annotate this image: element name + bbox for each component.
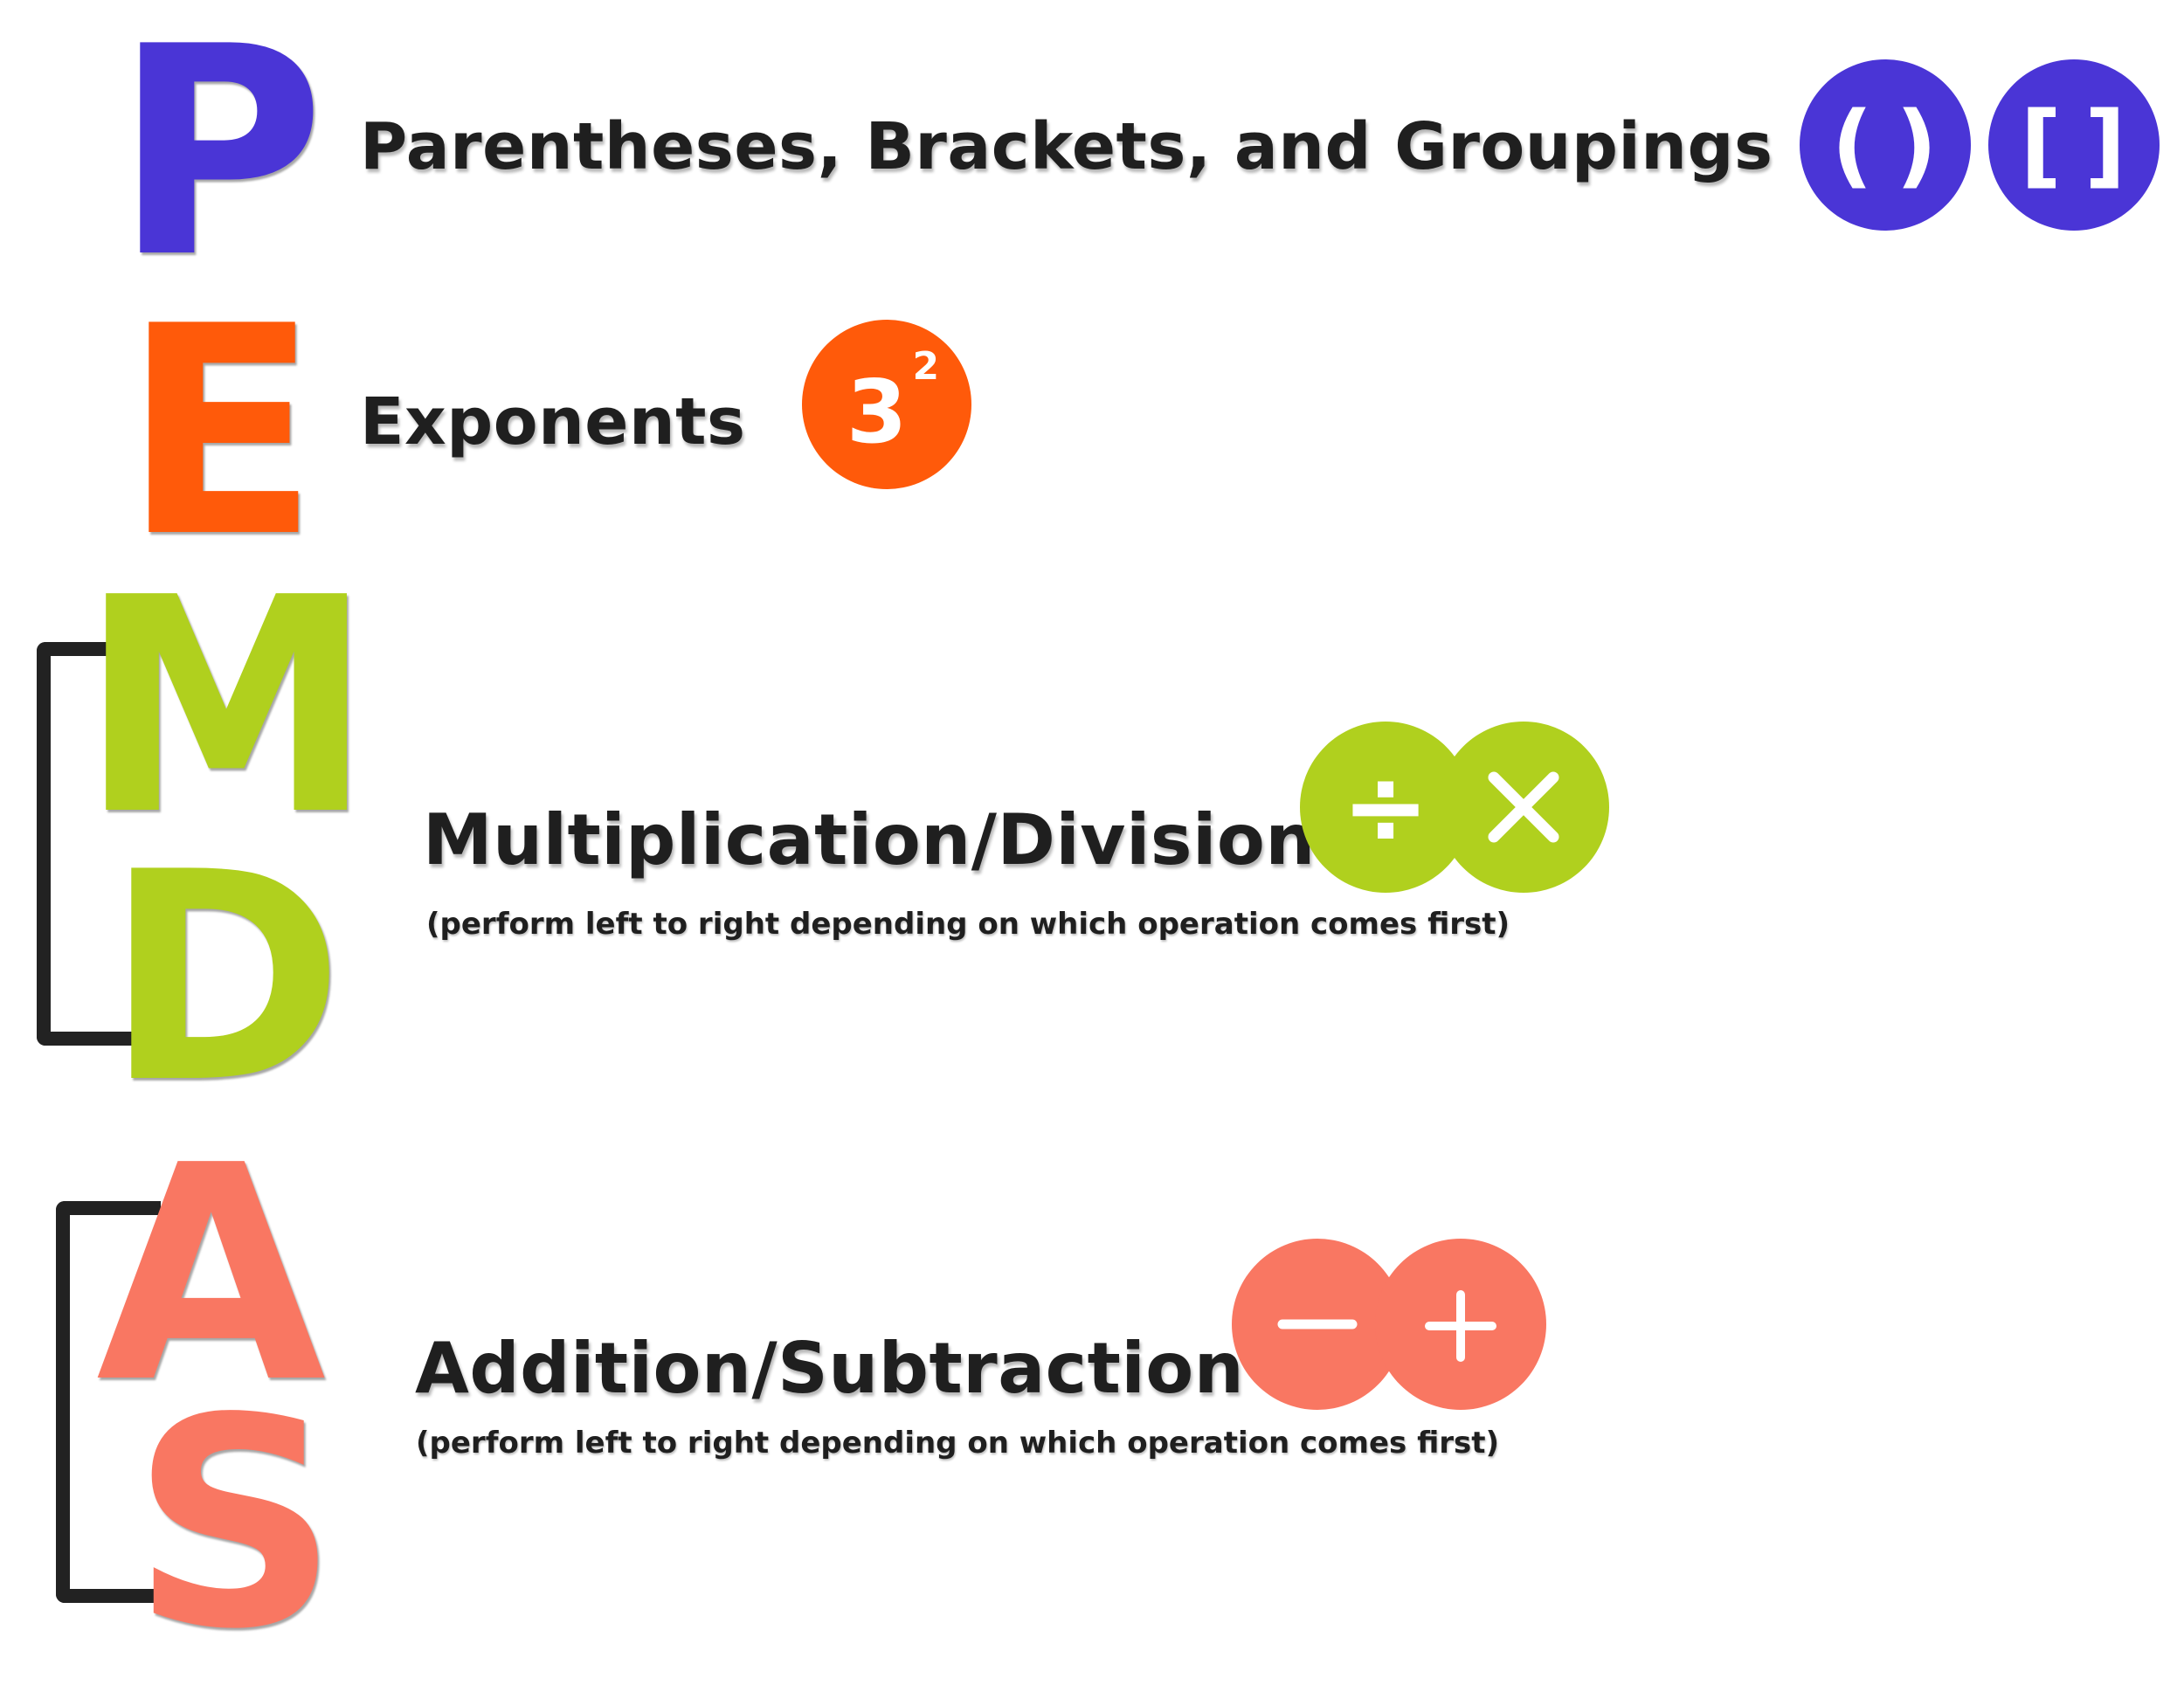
multiply-glyph <box>1488 771 1559 843</box>
multiply-icon <box>1438 722 1609 893</box>
letter-s: S <box>131 1357 339 1692</box>
md-group-bracket <box>37 642 133 1046</box>
divide-icon: ÷ <box>1300 722 1471 893</box>
letter-m: M <box>79 535 375 881</box>
divide-glyph: ÷ <box>1341 746 1430 868</box>
brackets-glyph: [] <box>2020 92 2149 198</box>
plus-icon <box>1375 1239 1546 1410</box>
as-group-bracket <box>56 1201 161 1603</box>
parentheses-icon: () <box>1800 59 1971 231</box>
letter-e: E <box>122 265 320 600</box>
letter-d: D <box>105 811 344 1146</box>
exponents-heading: Exponents <box>360 384 746 459</box>
exponent-base: 3 <box>846 360 908 463</box>
exponent-power: 2 <box>912 343 940 389</box>
addition-subtraction-heading: Addition/Subtraction <box>415 1328 1245 1409</box>
parentheses-glyph: () <box>1831 92 1960 198</box>
minus-icon <box>1232 1239 1403 1410</box>
addition-subtraction-note: (perform left to right depending on whic… <box>416 1426 1500 1461</box>
multiplication-division-heading: Multiplication/Division <box>423 799 1316 881</box>
letter-a: A <box>96 1102 327 1448</box>
parentheses-heading: Parentheses, Brackets, and Groupings <box>360 109 1773 184</box>
plus-glyph <box>1425 1290 1496 1362</box>
minus-glyph <box>1277 1319 1358 1329</box>
letter-p: P <box>114 0 325 321</box>
exponent-icon: 3 2 <box>802 320 971 489</box>
multiplication-division-note: (perform left to right depending on whic… <box>426 907 1510 942</box>
brackets-icon: [] <box>1988 59 2160 231</box>
